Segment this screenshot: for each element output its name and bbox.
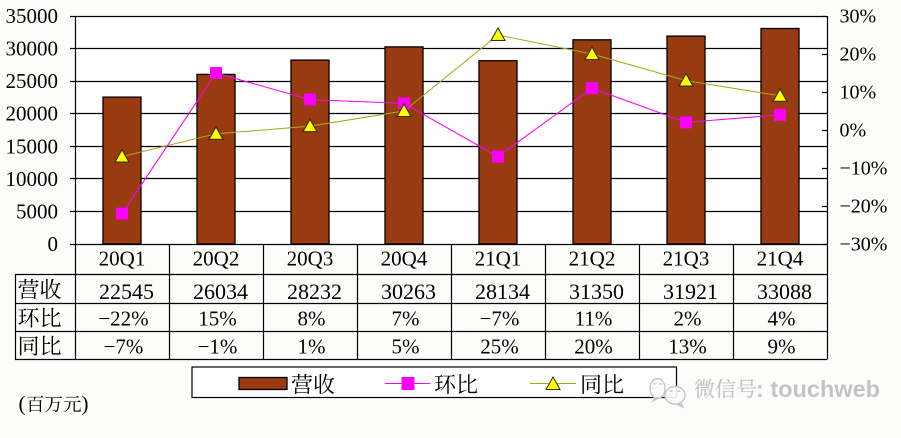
svg-text:10%: 10% [840,82,877,104]
svg-text:21Q3: 21Q3 [663,247,710,271]
svg-text:20%: 20% [574,335,613,359]
svg-text:31350: 31350 [569,279,624,304]
svg-text:5000: 5000 [16,199,58,223]
svg-text:31921: 31921 [663,279,718,304]
svg-text:25%: 25% [480,335,519,359]
svg-text:30263: 30263 [381,279,436,304]
svg-text:): ) [82,392,89,416]
svg-text:−10%: −10% [840,158,888,180]
svg-text:30%: 30% [840,6,877,28]
svg-text:8%: 8% [298,307,326,331]
svg-text:33088: 33088 [757,279,812,304]
svg-text:2%: 2% [674,307,702,331]
svg-text:−1%: −1% [198,335,238,359]
svg-text:1%: 1% [298,335,326,359]
svg-text:−20%: −20% [840,196,888,218]
svg-text:: touchweb: : touchweb [756,376,880,402]
svg-text:15000: 15000 [6,134,59,158]
svg-text:20Q4: 20Q4 [381,247,428,271]
svg-text:26034: 26034 [193,279,248,304]
svg-text:20Q2: 20Q2 [193,247,240,271]
svg-text:: touchweb: : touchweb [758,378,882,404]
svg-text:30000: 30000 [6,37,59,61]
svg-text:4%: 4% [768,307,796,331]
svg-text:15%: 15% [198,307,237,331]
svg-text:−22%: −22% [98,307,148,331]
svg-text:20000: 20000 [6,102,59,126]
svg-text:21Q4: 21Q4 [757,247,804,271]
svg-text:28232: 28232 [287,279,342,304]
svg-text:−30%: −30% [840,234,888,256]
svg-text:21Q1: 21Q1 [475,247,522,271]
svg-text:5%: 5% [392,335,420,359]
svg-text:10000: 10000 [6,167,59,191]
svg-text:28134: 28134 [475,279,530,304]
svg-text:9%: 9% [768,335,796,359]
svg-text:20Q3: 20Q3 [287,247,334,271]
svg-text:25000: 25000 [6,69,59,93]
svg-text:20Q1: 20Q1 [99,247,146,271]
svg-text:7%: 7% [392,307,420,331]
svg-text:35000: 35000 [6,4,59,28]
svg-text:−7%: −7% [480,307,520,331]
svg-text:11%: 11% [575,307,613,331]
svg-text:−7%: −7% [104,335,144,359]
svg-text:0: 0 [48,232,59,256]
svg-text:13%: 13% [668,335,707,359]
svg-text:21Q2: 21Q2 [569,247,616,271]
svg-text:0%: 0% [840,120,867,142]
svg-text:22545: 22545 [99,279,154,304]
svg-text:(: ( [19,392,26,416]
svg-text:20%: 20% [840,44,877,66]
